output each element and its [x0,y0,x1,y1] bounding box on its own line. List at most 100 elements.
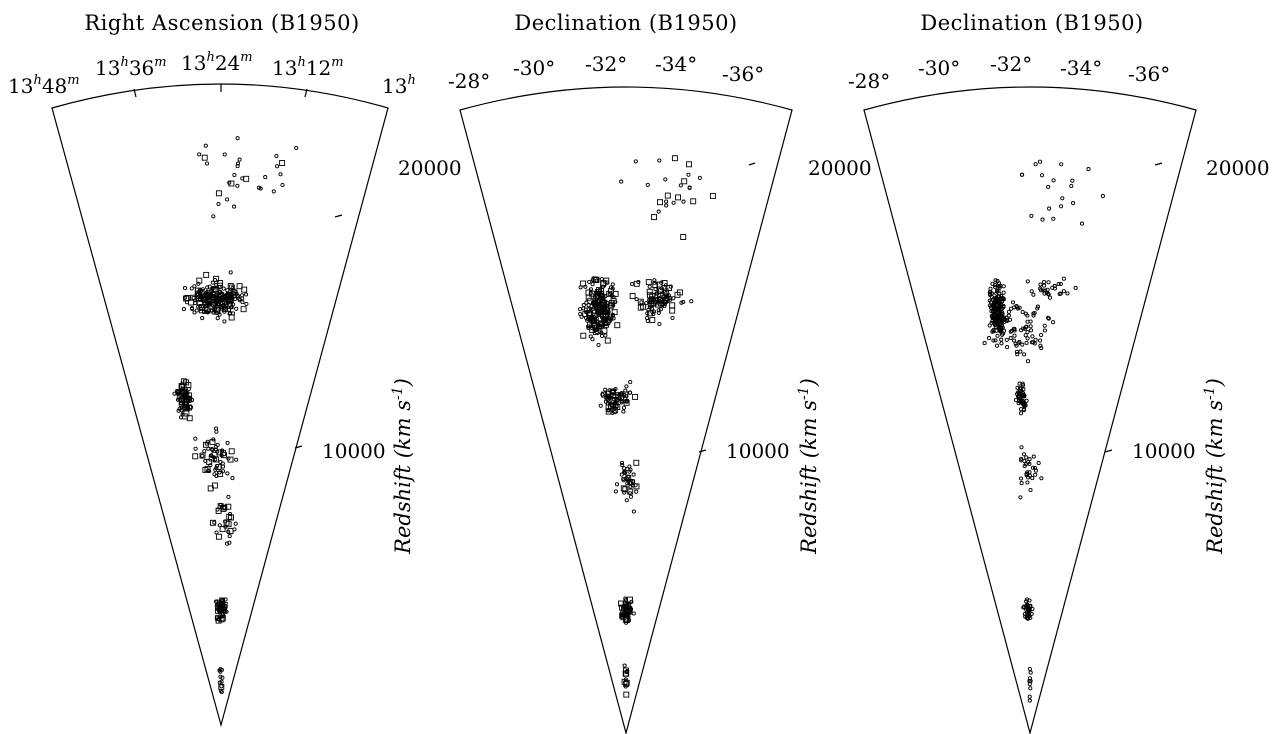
panel-2-zlabel-10000: 10000 [726,439,790,463]
galaxy-circle-marker [1026,475,1031,480]
panel-declination-2: Declination (B1950) -28° -30° -32° -34° … [808,11,1270,734]
panel-3-tick-0: -28° [848,69,890,93]
galaxy-circle-marker [230,286,235,291]
galaxy-circle-marker [1029,213,1034,218]
galaxy-circle-marker [997,285,1002,290]
galaxy-circle-marker [1061,289,1066,294]
galaxy-circle-marker [1027,470,1032,475]
galaxy-circle-marker [1012,333,1017,338]
galaxy-circle-marker [1070,178,1075,183]
galaxy-circle-marker [280,182,285,188]
galaxy-square-marker [206,459,213,465]
galaxy-circle-marker [275,164,280,169]
galaxy-square-marker [593,293,600,300]
galaxy-circle-marker [1031,454,1036,459]
galaxy-circle-marker [1047,295,1053,300]
galaxy-circle-marker [225,197,230,202]
galaxy-square-marker [657,199,663,206]
panel-right-ascension: Right Ascension (B1950) 13h48m 13h36m 13… [8,11,416,728]
galaxy-square-marker [657,300,664,307]
galaxy-circle-marker [1020,309,1025,315]
galaxy-circle-marker [1024,455,1029,460]
galaxy-circle-marker [657,321,662,327]
galaxy-circle-marker [1011,326,1016,331]
galaxy-square-marker [601,327,608,334]
galaxy-circle-marker [626,611,631,616]
galaxy-circle-marker [1013,341,1018,346]
galaxy-circle-marker [608,285,614,290]
galaxy-circle-marker [216,201,221,207]
galaxy-circle-marker [1024,607,1029,612]
galaxy-circle-marker [1052,286,1057,291]
galaxy-circle-marker [220,614,225,619]
galaxy-circle-marker [209,447,214,452]
galaxy-square-marker [215,533,222,540]
galaxy-circle-marker [1024,398,1029,403]
galaxy-circle-marker [191,295,196,300]
galaxy-circle-marker [988,286,993,291]
galaxy-circle-marker [207,469,212,474]
galaxy-circle-marker [1025,615,1030,620]
galaxy-square-marker [204,293,211,300]
galaxy-square-marker [633,483,640,490]
galaxy-circle-marker [210,447,215,452]
galaxy-circle-marker [633,159,638,164]
galaxy-square-marker [666,285,673,291]
panel-3-tick-1: -30° [918,56,960,80]
galaxy-circle-marker [581,303,586,308]
galaxy-circle-marker [209,288,214,294]
galaxy-square-marker [623,399,630,406]
galaxy-square-marker [279,160,286,166]
galaxy-circle-marker [687,185,692,191]
galaxy-circle-marker [995,288,1000,293]
galaxy-circle-marker [1061,276,1066,281]
galaxy-circle-marker [611,295,616,300]
galaxy-circle-marker [1046,316,1051,321]
galaxy-circle-marker [671,200,676,205]
galaxy-circle-marker [663,177,668,182]
galaxy-circle-marker [1028,686,1033,691]
galaxy-circle-marker [1023,462,1028,467]
panel-3-radial-axis-label: Redshift (km s-1) [1202,378,1227,555]
galaxy-circle-marker [1028,328,1034,333]
galaxy-circle-marker [178,401,183,406]
galaxy-square-marker [657,286,664,293]
galaxy-circle-marker [1056,281,1061,287]
galaxy-circle-marker [230,295,235,300]
galaxy-circle-marker [631,611,636,616]
galaxy-circle-marker [194,308,199,313]
galaxy-circle-marker [222,505,227,510]
galaxy-square-marker [240,306,247,313]
galaxy-circle-marker [1035,304,1040,309]
galaxy-circle-marker [1046,291,1051,296]
galaxy-circle-marker [607,292,612,297]
galaxy-circle-marker [1041,279,1047,285]
galaxy-square-marker [202,441,209,448]
panel-1-tick-3: 13h12m [272,55,344,80]
galaxy-circle-marker [1025,603,1030,608]
galaxy-circle-marker [218,459,223,465]
galaxy-circle-marker [178,415,184,420]
galaxy-circle-marker [1001,290,1006,295]
panel-2-radial-axis-label: Redshift (km s-1) [796,378,821,555]
galaxy-circle-marker [993,283,998,288]
galaxy-circle-marker [210,280,215,285]
galaxy-circle-marker [1051,178,1056,183]
galaxy-circle-marker [214,310,219,316]
galaxy-circle-marker [179,408,184,413]
galaxy-circle-marker [226,297,231,303]
galaxy-circle-marker [202,299,207,304]
galaxy-square-marker [218,606,225,613]
galaxy-circle-marker [629,599,634,604]
galaxy-circle-marker [998,296,1004,301]
galaxy-circle-marker [653,287,658,292]
galaxy-circle-marker [586,324,591,329]
galaxy-circle-marker [1014,343,1019,348]
galaxy-circle-marker [1021,452,1027,457]
galaxy-circle-marker [278,172,283,177]
panel-3-zlabel-10000: 10000 [1132,439,1196,463]
galaxy-circle-marker [623,677,628,682]
panel-1-title: Right Ascension (B1950) [84,11,359,35]
galaxy-circle-marker [590,314,595,319]
galaxy-square-marker [609,398,616,405]
